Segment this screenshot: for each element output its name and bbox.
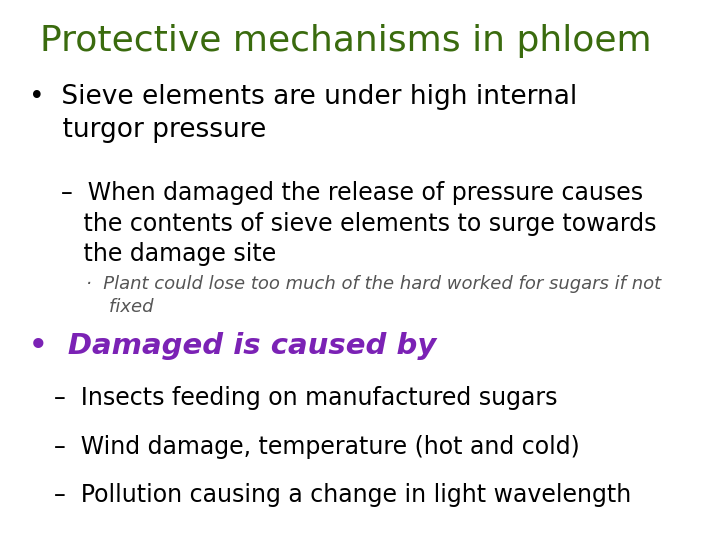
Text: –  Insects feeding on manufactured sugars: – Insects feeding on manufactured sugars <box>54 386 557 410</box>
Text: Protective mechanisms in phloem: Protective mechanisms in phloem <box>40 24 651 58</box>
Text: ·  Plant could lose too much of the hard worked for sugars if not
    fixed: · Plant could lose too much of the hard … <box>86 275 662 316</box>
Text: –  When damaged the release of pressure causes
   the contents of sieve elements: – When damaged the release of pressure c… <box>61 181 657 266</box>
Text: –  Pollution causing a change in light wavelength: – Pollution causing a change in light wa… <box>54 483 631 507</box>
Text: •  Sieve elements are under high internal
    turgor pressure: • Sieve elements are under high internal… <box>29 84 577 143</box>
Text: •  Damaged is caused by: • Damaged is caused by <box>29 332 436 360</box>
Text: –  Wind damage, temperature (hot and cold): – Wind damage, temperature (hot and cold… <box>54 435 580 458</box>
